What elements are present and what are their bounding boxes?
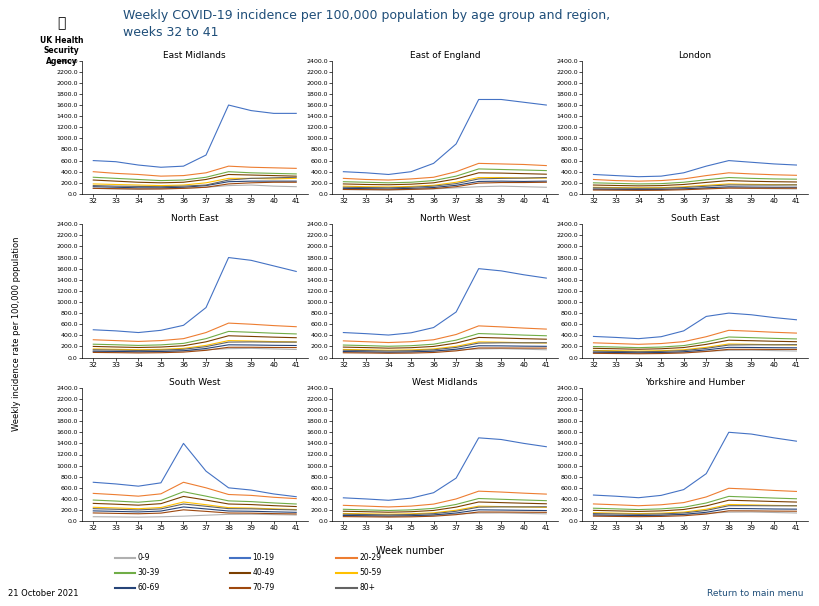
Text: 70-79: 70-79 bbox=[252, 584, 274, 592]
Title: London: London bbox=[677, 51, 711, 60]
Text: 21 October 2021: 21 October 2021 bbox=[8, 590, 79, 598]
Text: 80+: 80+ bbox=[359, 584, 375, 592]
Text: 40-49: 40-49 bbox=[252, 568, 274, 577]
Title: East Midlands: East Midlands bbox=[163, 51, 226, 60]
Text: UK Health
Security
Agency: UK Health Security Agency bbox=[39, 36, 84, 66]
Text: 0-9: 0-9 bbox=[138, 553, 150, 562]
Title: North West: North West bbox=[419, 215, 469, 224]
Text: 60-69: 60-69 bbox=[138, 584, 160, 592]
Title: North East: North East bbox=[170, 215, 219, 224]
Text: 50-59: 50-59 bbox=[359, 568, 381, 577]
Text: 10-19: 10-19 bbox=[252, 553, 274, 562]
Title: South East: South East bbox=[670, 215, 718, 224]
Text: Week number: Week number bbox=[376, 547, 443, 556]
Text: 30-39: 30-39 bbox=[138, 568, 160, 577]
Text: 🔰: 🔰 bbox=[57, 16, 66, 30]
Title: South West: South West bbox=[169, 378, 220, 387]
Text: 20-29: 20-29 bbox=[359, 553, 381, 562]
Text: Weekly incidence rate per 100,000 population: Weekly incidence rate per 100,000 popula… bbox=[12, 236, 20, 430]
Title: West Midlands: West Midlands bbox=[412, 378, 477, 387]
Title: Yorkshire and Humber: Yorkshire and Humber bbox=[645, 378, 744, 387]
Text: Weekly COVID-19 incidence per 100,000 population by age group and region,
weeks : Weekly COVID-19 incidence per 100,000 po… bbox=[123, 10, 609, 39]
Title: East of England: East of England bbox=[409, 51, 480, 60]
Text: Return to main menu: Return to main menu bbox=[706, 590, 803, 598]
